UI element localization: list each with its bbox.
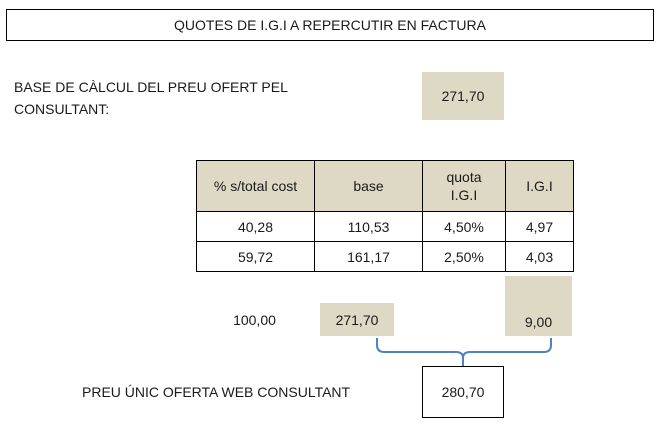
curly-brace-icon [376,338,552,366]
header-pct: % s/total cost [196,160,315,212]
total-base: 271,70 [335,311,379,328]
final-value-cell: 280,70 [422,366,504,418]
cell-igi: 4,97 [505,211,574,242]
total-igi: 9,00 [524,314,553,330]
cell-base: 110,53 [314,211,423,242]
header-quota: quota I.G.I [422,160,506,212]
base-label: BASE DE CÀLCUL DEL PREU OFERT PEL CONSUL… [14,79,288,117]
cell-igi: 4,03 [505,241,574,272]
final-value: 280,70 [441,384,485,400]
total-base-cell: 271,70 [320,303,394,336]
table-row: 40,28 110,53 4,50% 4,97 [196,211,574,242]
page-title: QUOTES DE I.G.I A REPERCUTIR EN FACTURA [6,9,654,41]
base-value-cell: 271,70 [422,72,504,120]
final-label: PREU ÚNIC OFERTA WEB CONSULTANT [82,384,351,400]
header-igi: I.G.I [505,160,574,212]
igi-table: % s/total cost base quota I.G.I I.G.I 40… [196,160,574,272]
page-title-text: QUOTES DE I.G.I A REPERCUTIR EN FACTURA [174,17,486,33]
header-quota-text: quota I.G.I [446,169,482,203]
header-base: base [314,160,423,212]
cell-pct: 59,72 [196,241,315,272]
cell-quota: 2,50% [422,241,506,272]
table-header-row: % s/total cost base quota I.G.I I.G.I [196,160,574,212]
total-igi-cell: 9,00 [505,276,572,336]
base-value: 271,70 [441,88,485,104]
total-pct: 100,00 [233,312,276,328]
cell-pct: 40,28 [196,211,315,242]
table-row: 59,72 161,17 2,50% 4,03 [196,241,574,272]
cell-base: 161,17 [314,241,423,272]
cell-quota: 4,50% [422,211,506,242]
